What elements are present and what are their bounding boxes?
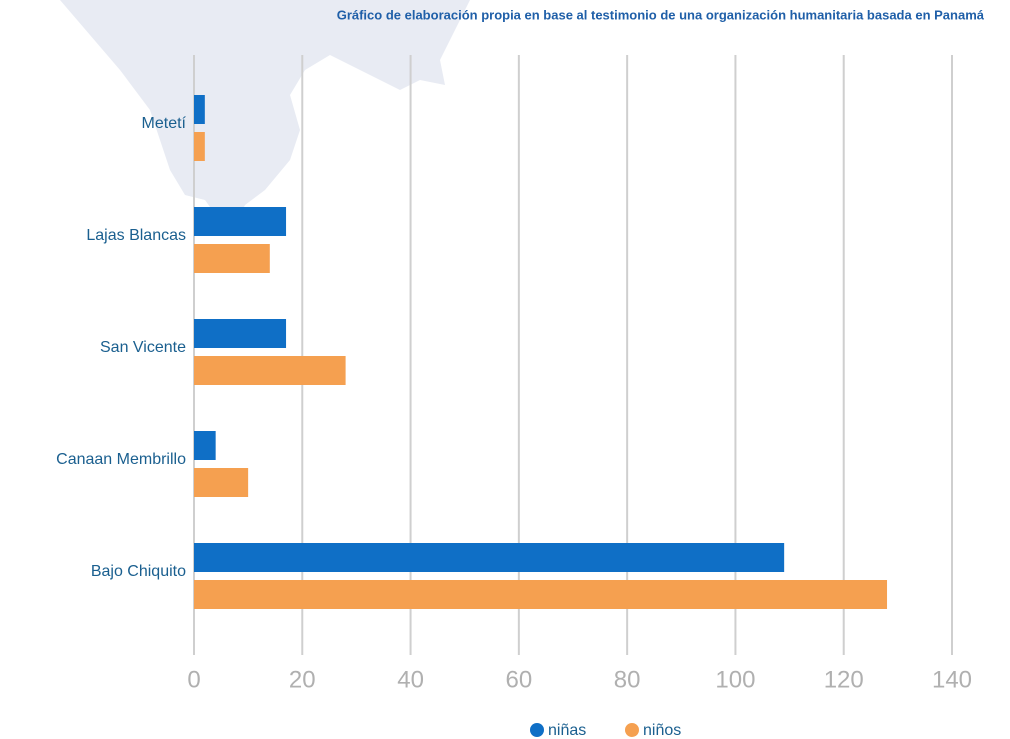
x-tick-label: 0 [187, 666, 200, 693]
x-tick-label: 100 [715, 666, 755, 693]
legend-marker [530, 723, 544, 737]
chart-subtitle: Gráfico de elaboración propia en base al… [337, 7, 985, 22]
x-tick-label: 20 [289, 666, 316, 693]
legend-label: niñas [548, 722, 586, 739]
bar [194, 319, 287, 348]
x-tick-label: 80 [614, 666, 641, 693]
y-tick-label: Canaan Membrillo [56, 451, 186, 468]
x-tick-label: 60 [506, 666, 533, 693]
y-tick-label: Bajo Chiquito [91, 563, 186, 580]
bar [194, 356, 346, 385]
bar [194, 468, 249, 497]
background-map [60, 0, 470, 235]
x-tick-label: 140 [932, 666, 972, 693]
x-tick-label: 40 [397, 666, 424, 693]
bar [194, 95, 205, 124]
x-tick-label: 120 [824, 666, 864, 693]
bar [194, 543, 785, 572]
bar [194, 207, 287, 236]
bar [194, 580, 888, 609]
y-tick-label: San Vicente [100, 339, 186, 356]
y-tick-label: Lajas Blancas [86, 227, 186, 244]
legend-marker [625, 723, 639, 737]
bar [194, 132, 205, 161]
bar [194, 431, 216, 460]
y-tick-label: Metetí [142, 115, 187, 132]
bar [194, 244, 270, 273]
legend-label: niños [643, 722, 681, 739]
